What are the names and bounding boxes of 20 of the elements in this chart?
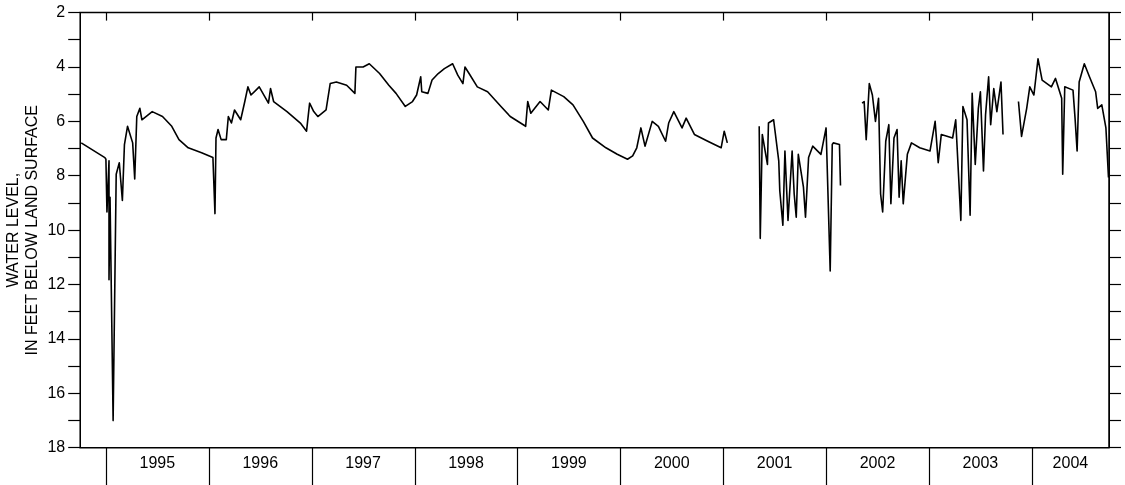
y-tick-label: 2: [56, 3, 66, 21]
x-tick-label: 1999: [551, 453, 587, 471]
y-axis-title: WATER LEVEL, IN FEET BELOW LAND SURFACE: [4, 104, 41, 356]
y-tick-label: 10: [47, 220, 66, 238]
y-tick-label: 18: [47, 438, 66, 456]
x-tick-label: 2003: [962, 453, 999, 471]
y-tick-label: 6: [56, 111, 66, 129]
x-tick-label: 2002: [859, 453, 896, 471]
x-tick-label: 1996: [242, 453, 279, 471]
x-tick-label: 2001: [756, 453, 793, 471]
y-tick-label: 8: [56, 166, 66, 184]
x-tick-label: 1995: [139, 453, 176, 471]
x-tick-label: 2000: [653, 453, 690, 471]
y-tick-label: 12: [47, 275, 66, 293]
y-tick-label: 14: [47, 329, 66, 347]
x-tick-label: 1997: [345, 453, 382, 471]
y-tick-label: 16: [47, 383, 66, 401]
y-tick-label: 4: [56, 57, 66, 75]
x-tick-label: 1998: [448, 453, 484, 471]
x-tick-label: 2004: [1052, 453, 1089, 471]
